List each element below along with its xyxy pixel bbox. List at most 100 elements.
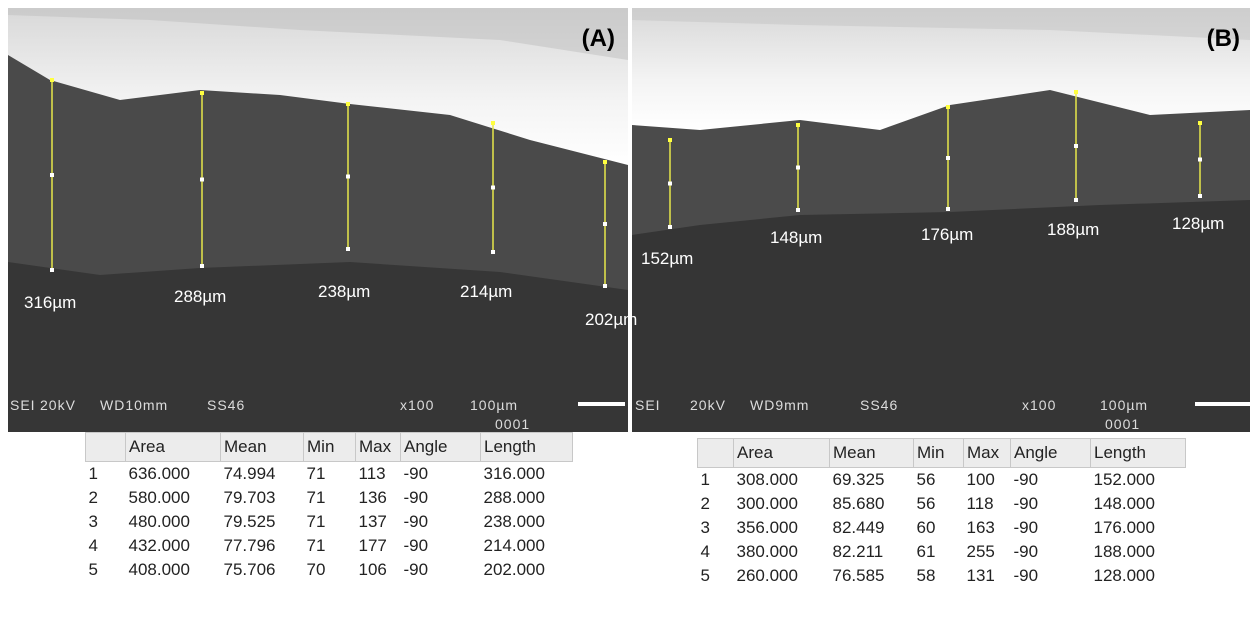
table-cell: 408.000 [126,558,221,582]
sem-info: SS46 [207,397,245,413]
measure-handle [1198,121,1202,125]
measure-label: 288µm [174,287,226,306]
measure-handle [668,182,672,186]
sem-info: 100µm [470,397,518,413]
measure-handle [491,186,495,190]
table-cell: 71 [304,486,356,510]
panel-label: (A) [582,25,615,52]
measure-handle [1074,144,1078,148]
table-cell: 2 [86,486,126,510]
table-cell: 3 [86,510,126,534]
measure-handle [668,138,672,142]
table-cell: -90 [1011,492,1091,516]
measure-label: 152µm [641,249,693,268]
table-cell: 177 [356,534,401,558]
table-cell: 61 [914,540,964,564]
table-cell: 85.680 [830,492,914,516]
table-cell: 71 [304,462,356,487]
table-cell: 118 [964,492,1011,516]
sem-info: 100µm [1100,397,1148,413]
table-cell: 137 [356,510,401,534]
table-cell: -90 [401,534,481,558]
table-cell: -90 [401,462,481,487]
table-cell: -90 [1011,516,1091,540]
sem-info: SEI [635,397,661,413]
table-cell: 380.000 [734,540,830,564]
table-cell: 82.449 [830,516,914,540]
table-cell: 163 [964,516,1011,540]
table-cell: 79.525 [221,510,304,534]
measure-handle [50,173,54,177]
table-cell: 308.000 [734,468,830,493]
header-cell: Area [734,439,830,468]
table-cell: 176.000 [1091,516,1186,540]
measure-handle [668,225,672,229]
table-cell: 70 [304,558,356,582]
table-cell: 636.000 [126,462,221,487]
table-cell: 1 [86,462,126,487]
table-cell: 113 [356,462,401,487]
page: (A)316µm288µm238µm214µm202µmSEI20kVWD10m… [0,0,1250,617]
header-cell: Min [914,439,964,468]
measure-label: 214µm [460,282,512,301]
header-cell: Length [1091,439,1186,468]
table-cell: 5 [86,558,126,582]
measure-handle [796,208,800,212]
measure-handle [946,156,950,160]
measure-handle [796,123,800,127]
table-cell: 148.000 [1091,492,1186,516]
header-cell: Max [356,433,401,462]
measure-label: 238µm [318,282,370,301]
measure-handle [200,178,204,182]
header-cell: Angle [401,433,481,462]
table-cell: 136 [356,486,401,510]
table-cell: -90 [1011,564,1091,588]
table-cell: 82.211 [830,540,914,564]
table-cell: 214.000 [481,534,573,558]
measure-handle [603,284,607,288]
table-cell: 71 [304,534,356,558]
measure-handle [50,268,54,272]
sem-info: x100 [1022,397,1056,413]
header-cell: Max [964,439,1011,468]
measure-handle [1198,158,1202,162]
measure-handle [50,78,54,82]
header-cell: Mean [830,439,914,468]
measure-handle [603,160,607,164]
table-cell: 106 [356,558,401,582]
table-cell: 75.706 [221,558,304,582]
table-cell: -90 [401,558,481,582]
table-cell: 288.000 [481,486,573,510]
table-cell: 2 [698,492,734,516]
measure-handle [200,264,204,268]
measure-handle [200,91,204,95]
table-cell: 131 [964,564,1011,588]
table-cell: -90 [401,486,481,510]
table-cell: 202.000 [481,558,573,582]
sem-image-a [8,8,628,432]
table-cell: 4 [86,534,126,558]
measure-handle [1074,198,1078,202]
table-cell: 238.000 [481,510,573,534]
measure-handle [796,166,800,170]
header-cell: Angle [1011,439,1091,468]
table-cell: 1 [698,468,734,493]
table-cell: 255 [964,540,1011,564]
measure-handle [491,121,495,125]
header-cell: Area [126,433,221,462]
sem-info: x100 [400,397,434,413]
header-cell [698,439,734,468]
sem-info: WD9mm [750,397,809,413]
table-cell: 316.000 [481,462,573,487]
measure-handle [346,175,350,179]
